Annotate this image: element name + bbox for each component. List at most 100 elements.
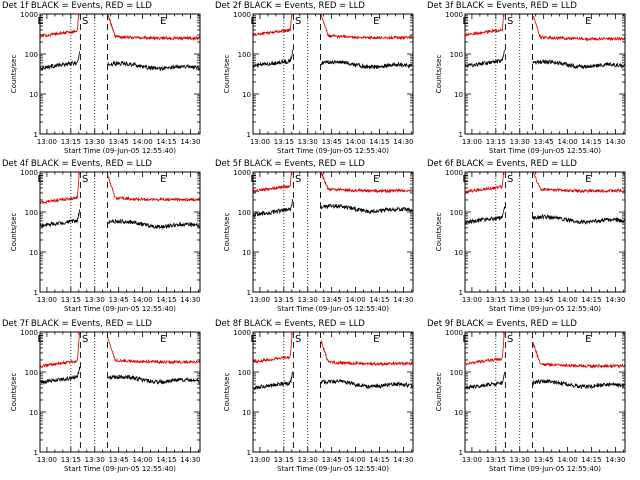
x-tick-label: 13:15 bbox=[274, 138, 294, 146]
y-tick-label: 10 bbox=[29, 91, 38, 99]
plot-frame bbox=[252, 13, 414, 135]
y-tick-label: 100 bbox=[238, 369, 251, 377]
series-line-pre bbox=[253, 199, 294, 219]
y-tick-label: 1000 bbox=[445, 329, 463, 337]
series-line-post bbox=[107, 374, 200, 385]
y-tick-label: 100 bbox=[238, 51, 251, 59]
series-line-post bbox=[107, 174, 200, 202]
x-tick-label: 14:30 bbox=[605, 138, 625, 146]
x-tick-label: 13:45 bbox=[534, 138, 554, 146]
y-tick-label: 100 bbox=[450, 51, 463, 59]
series-line-pre bbox=[253, 49, 294, 69]
saa-marker: S bbox=[82, 174, 88, 185]
x-tick-label: 13:00 bbox=[462, 296, 482, 304]
plot-title: Det 5f BLACK = Events, RED = LLD bbox=[215, 159, 365, 169]
y-tick-label: 100 bbox=[450, 209, 463, 217]
x-tick-label: 14:15 bbox=[581, 456, 601, 464]
x-tick-label: 13:30 bbox=[85, 138, 105, 146]
x-tick-label: 14:30 bbox=[605, 296, 625, 304]
series-line-pre bbox=[253, 171, 293, 194]
series-line-post bbox=[532, 171, 625, 194]
y-axis-label: Counts/sec bbox=[435, 55, 443, 94]
x-tick-label: 13:45 bbox=[322, 138, 342, 146]
saa-marker: S bbox=[295, 16, 301, 27]
x-tick-label: 14:00 bbox=[557, 138, 577, 146]
plot-title: Det 2f BLACK = Events, RED = LLD bbox=[215, 1, 365, 11]
plot-title: Det 6f BLACK = Events, RED = LLD bbox=[427, 159, 577, 169]
x-axis-label: Start Time (09-Jun-05 12:55:40) bbox=[489, 465, 601, 473]
y-tick-label: 100 bbox=[25, 51, 38, 59]
y-tick-label: 1000 bbox=[20, 11, 38, 19]
y-tick-label: 1000 bbox=[233, 329, 251, 337]
detector-plot-5: Det 5f BLACK = Events, RED = LLD 1 10 100 10… bbox=[215, 159, 414, 313]
x-tick-label: 13:15 bbox=[486, 138, 506, 146]
series-line-pre bbox=[465, 371, 506, 390]
y-tick-label: 1000 bbox=[445, 11, 463, 19]
x-tick-label: 14:15 bbox=[581, 296, 601, 304]
x-tick-label: 13:30 bbox=[298, 296, 318, 304]
y-tick-label: 1 bbox=[459, 131, 463, 139]
y-tick-label: 1 bbox=[459, 449, 463, 457]
x-tick-label: 13:00 bbox=[462, 138, 482, 146]
series-line-pre bbox=[465, 49, 506, 69]
x-tick-label: 14:00 bbox=[557, 296, 577, 304]
series-line-pre bbox=[40, 51, 81, 71]
plot-title: Det 4f BLACK = Events, RED = LLD bbox=[2, 159, 152, 169]
series-line-pre bbox=[465, 206, 506, 225]
saa-marker: S bbox=[82, 334, 88, 345]
event-marker: E bbox=[373, 16, 379, 27]
x-tick-label: 13:00 bbox=[37, 296, 57, 304]
y-tick-label: 1 bbox=[34, 131, 38, 139]
y-axis-label: Counts/sec bbox=[10, 373, 18, 412]
x-tick-label: 14:30 bbox=[180, 138, 200, 146]
y-tick-label: 10 bbox=[454, 409, 463, 417]
x-tick-label: 13:00 bbox=[250, 456, 270, 464]
y-axis-label: Counts/sec bbox=[10, 213, 18, 252]
x-tick-label: 13:45 bbox=[109, 456, 129, 464]
event-marker: E bbox=[250, 334, 256, 345]
detector-plot-4: Det 4f BLACK = Events, RED = LLD 1 10 100 10… bbox=[2, 159, 201, 313]
x-tick-label: 13:15 bbox=[61, 456, 81, 464]
series-line-post bbox=[320, 13, 413, 41]
series-line-pre bbox=[40, 366, 81, 385]
saa-marker: S bbox=[507, 174, 513, 185]
x-tick-label: 14:15 bbox=[156, 456, 176, 464]
saa-marker: S bbox=[295, 174, 301, 185]
detector-plot-6: Det 6f BLACK = Events, RED = LLD 1 10 100 10… bbox=[427, 159, 626, 313]
x-tick-label: 14:00 bbox=[345, 456, 365, 464]
plot-title: Det 7f BLACK = Events, RED = LLD bbox=[2, 319, 152, 329]
event-marker: E bbox=[37, 16, 43, 27]
x-tick-label: 14:30 bbox=[180, 456, 200, 464]
detector-plot-7: Det 7f BLACK = Events, RED = LLD 1 10 100 10… bbox=[2, 319, 201, 473]
plot-frame bbox=[39, 13, 201, 135]
x-tick-label: 14:15 bbox=[369, 296, 389, 304]
y-tick-label: 1000 bbox=[20, 169, 38, 177]
event-marker: E bbox=[37, 334, 43, 345]
x-tick-label: 13:00 bbox=[250, 138, 270, 146]
y-axis-label: Counts/sec bbox=[223, 373, 231, 412]
y-tick-label: 10 bbox=[242, 249, 251, 257]
y-tick-label: 1 bbox=[247, 449, 251, 457]
saa-marker: S bbox=[82, 16, 88, 27]
y-tick-label: 100 bbox=[238, 209, 251, 217]
series-line-post bbox=[320, 59, 413, 70]
series-line-pre bbox=[40, 331, 81, 369]
x-tick-label: 14:15 bbox=[156, 138, 176, 146]
plot-title: Det 1f BLACK = Events, RED = LLD bbox=[2, 1, 152, 11]
y-tick-label: 1 bbox=[247, 289, 251, 297]
series-line-post bbox=[532, 213, 625, 225]
x-tick-label: 13:15 bbox=[486, 296, 506, 304]
saa-marker: S bbox=[507, 334, 513, 345]
plot-frame bbox=[464, 13, 626, 135]
x-tick-label: 13:30 bbox=[298, 138, 318, 146]
x-tick-label: 14:15 bbox=[369, 456, 389, 464]
event-marker: E bbox=[373, 334, 379, 345]
plot-title: Det 9f BLACK = Events, RED = LLD bbox=[427, 319, 577, 329]
saa-marker: S bbox=[507, 16, 513, 27]
y-tick-label: 1 bbox=[34, 289, 38, 297]
y-tick-label: 1000 bbox=[233, 11, 251, 19]
series-line-post bbox=[532, 341, 625, 369]
series-line-pre bbox=[253, 331, 293, 364]
x-tick-label: 14:30 bbox=[180, 296, 200, 304]
